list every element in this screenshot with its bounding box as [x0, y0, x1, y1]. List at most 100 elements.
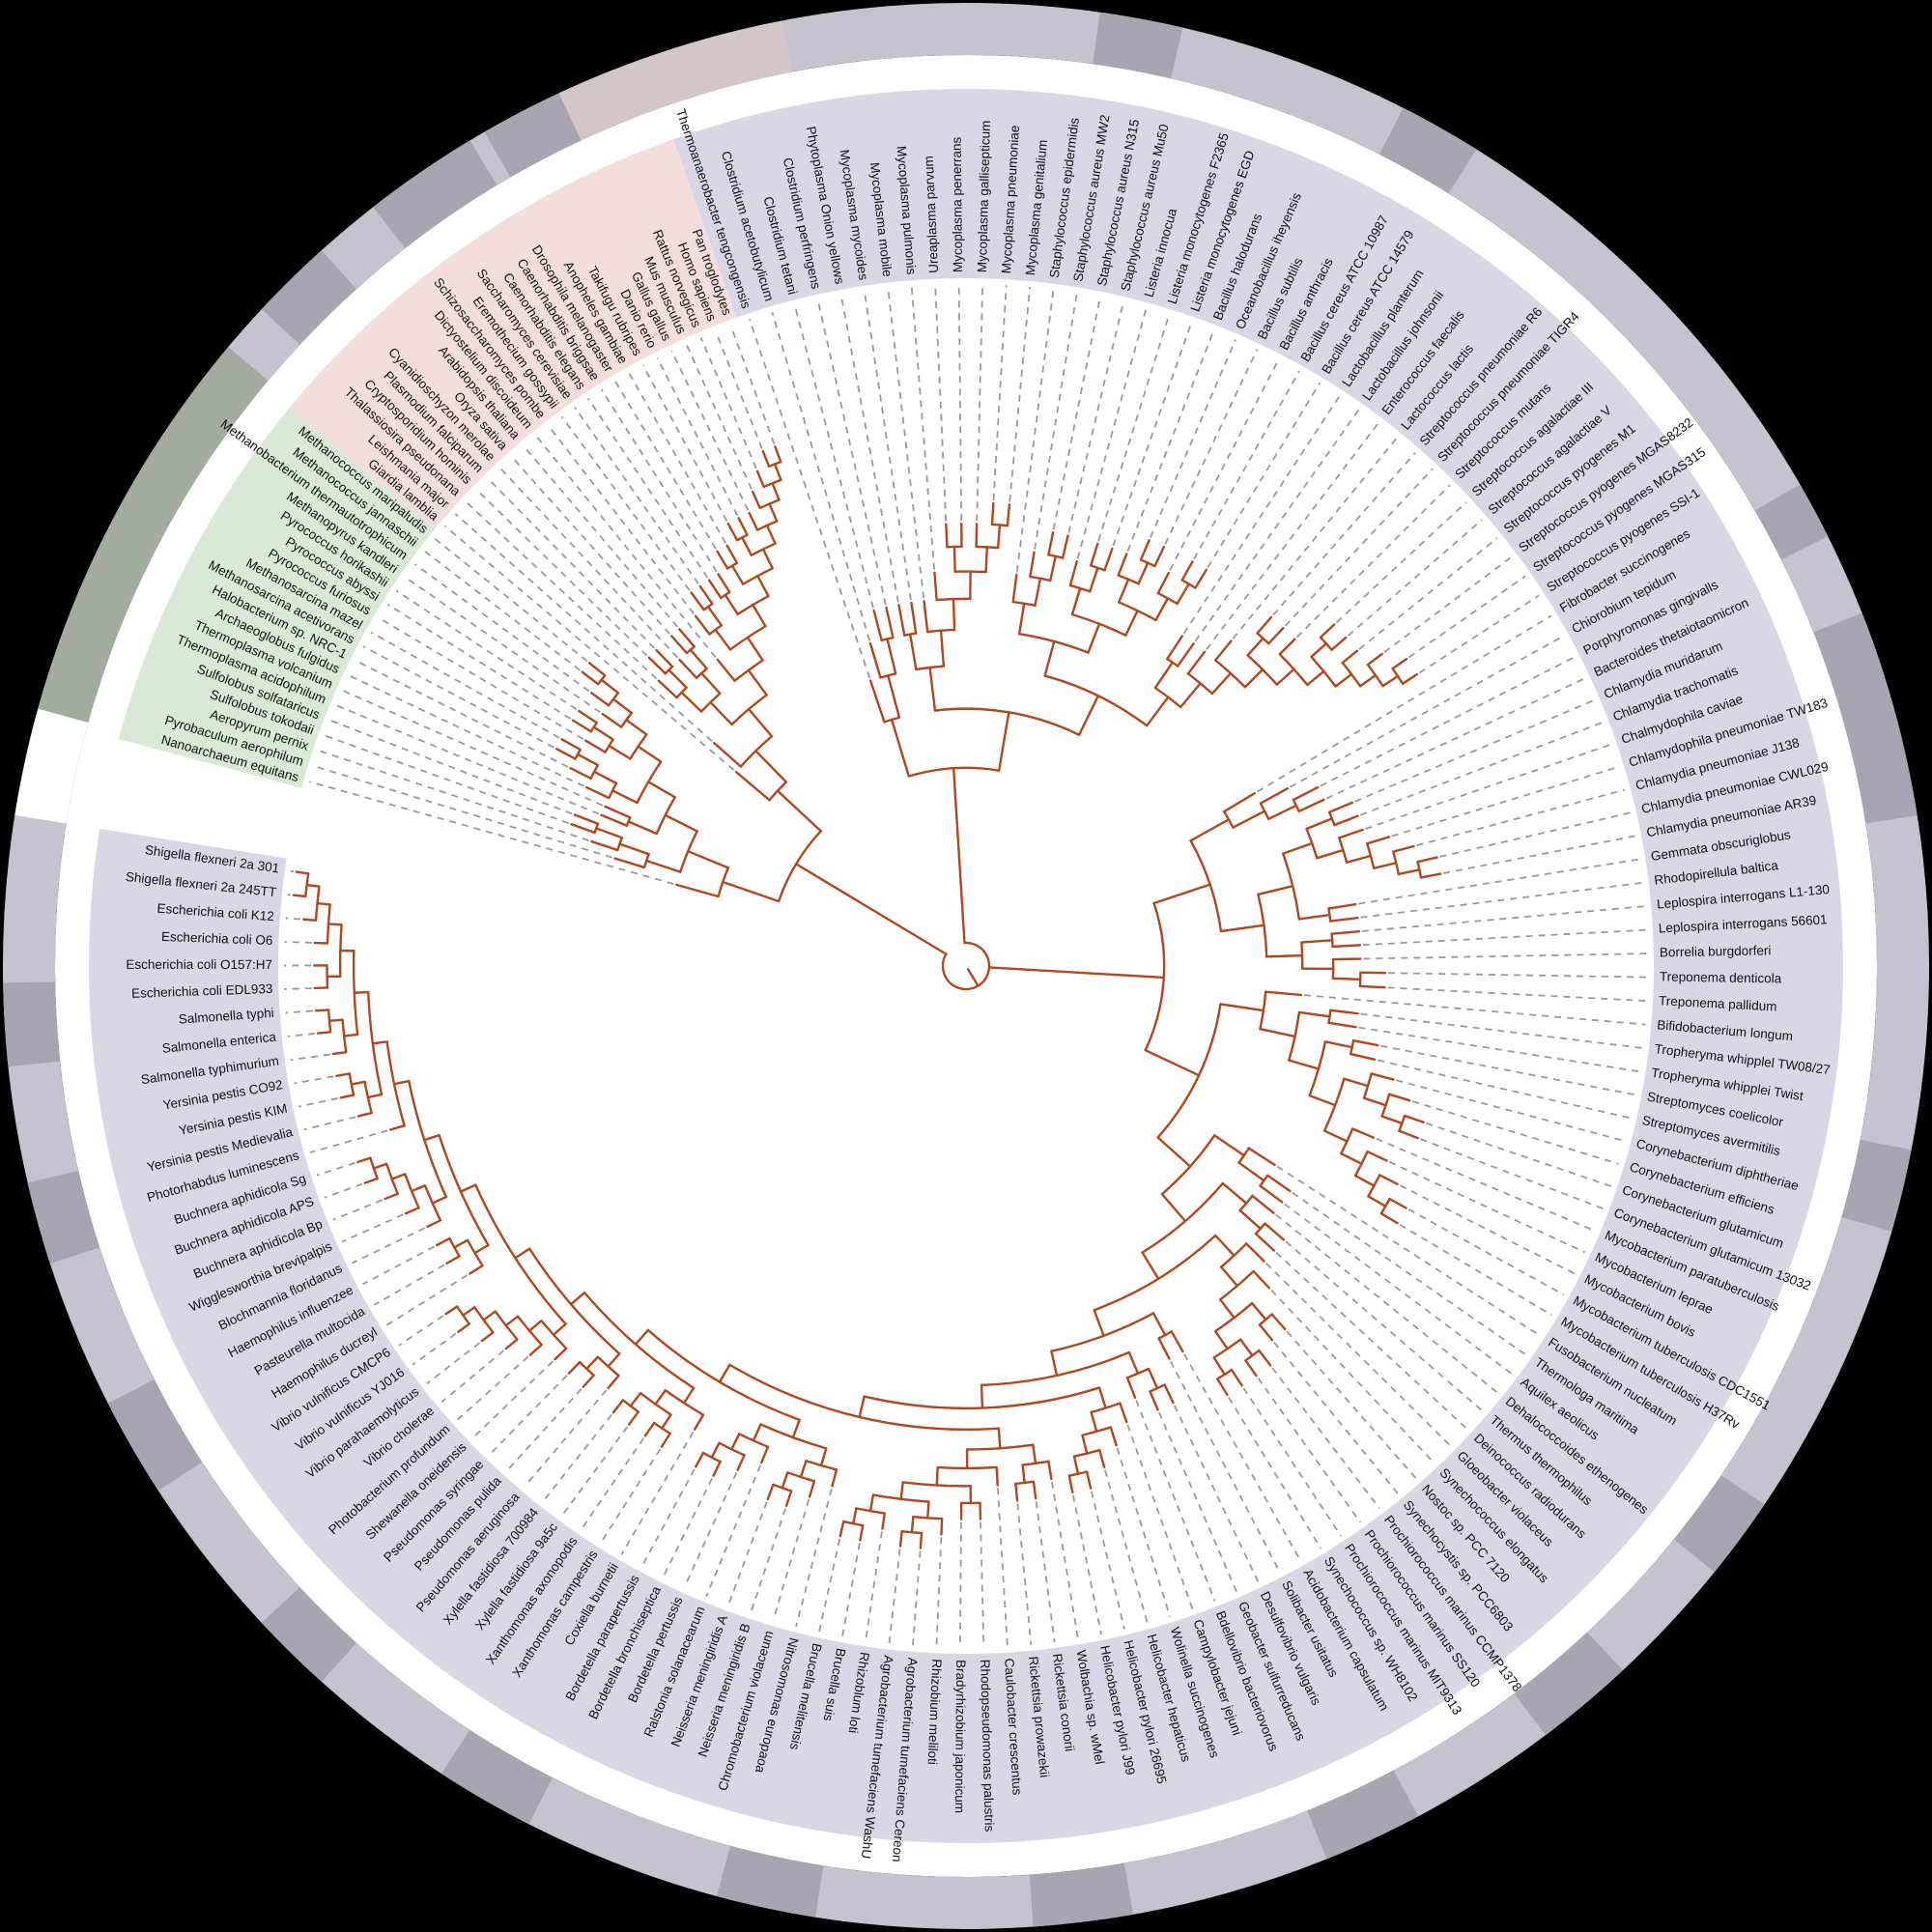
leaf-dash-line — [980, 1521, 985, 1648]
branch-line — [305, 883, 321, 888]
branch-line — [384, 1192, 399, 1201]
leaf-dash-line — [287, 1033, 316, 1037]
leaf-dash-line — [285, 917, 301, 921]
leaf-dash-line — [1388, 1160, 1586, 1254]
branch-line — [473, 1243, 490, 1255]
branch-line — [514, 1247, 531, 1260]
clade-arc — [1043, 674, 1149, 727]
branch-line — [1061, 534, 1069, 559]
branch-line — [1252, 1269, 1271, 1290]
leaf-dash-line — [1289, 635, 1564, 788]
branch-line — [868, 641, 882, 679]
leaf-dash-line — [1358, 537, 1498, 650]
branch-line — [444, 1305, 459, 1316]
leaf-dash-line — [750, 1508, 786, 1614]
branch-line — [1090, 542, 1099, 567]
leaf-dash-line — [398, 1315, 444, 1347]
branch-line — [1373, 862, 1398, 869]
clade-arc — [646, 1328, 801, 1422]
leaf-label: Rhodopseudomonas palustris — [978, 1660, 997, 1833]
branch-line — [722, 880, 781, 903]
branch-line — [1221, 1181, 1248, 1205]
branch-line — [371, 1040, 388, 1045]
branch-line — [1156, 1136, 1192, 1168]
branch-line — [1267, 804, 1298, 820]
branch-line — [1327, 801, 1354, 814]
branch-line — [1366, 836, 1391, 845]
clade-arc — [1330, 932, 1334, 949]
branch-line — [1258, 1349, 1272, 1367]
branch-line — [751, 490, 761, 510]
sector-eukaryota — [289, 139, 737, 529]
branch-line — [1049, 554, 1057, 582]
leaf-dash-line — [1257, 1378, 1361, 1523]
clade-arc — [338, 923, 343, 978]
leaf-dash-line — [640, 1468, 696, 1567]
branch-line — [625, 719, 648, 736]
branch-line — [781, 1471, 789, 1490]
branch-line — [774, 445, 782, 464]
branch-line — [730, 564, 745, 585]
branch-line — [1259, 1184, 1284, 1204]
branch-line — [1238, 1208, 1262, 1231]
branch-line — [1119, 1402, 1128, 1424]
branch-line — [700, 671, 722, 696]
branch-line — [1319, 623, 1336, 639]
branch-line — [628, 1410, 639, 1426]
branch-line — [1333, 814, 1359, 827]
branch-line — [1327, 902, 1357, 910]
branch-line — [356, 1111, 373, 1118]
leaf-dash-line — [523, 445, 679, 628]
branch-line — [695, 1451, 705, 1468]
leaf-dash-line — [341, 1213, 404, 1243]
leaf-dash-line — [1126, 329, 1215, 552]
branch-line — [939, 629, 946, 668]
leaf-label: Treponema pallidum — [1659, 993, 1777, 1013]
leaf-dash-line — [864, 291, 912, 601]
leaf-dash-line — [600, 388, 718, 573]
leaf-dash-line — [992, 285, 1008, 501]
branch-line — [1166, 635, 1184, 661]
branch-line — [327, 1018, 344, 1023]
branch-line — [1141, 1251, 1160, 1280]
leaf-dash-line — [316, 1161, 355, 1177]
branch-line — [987, 966, 1165, 980]
branch-line — [600, 678, 620, 695]
ring-segment — [38, 347, 269, 723]
branch-line — [887, 674, 901, 719]
leaf-dash-line — [683, 1472, 738, 1588]
leaf-dash-line — [959, 1521, 962, 1648]
branch-line — [426, 1219, 442, 1229]
leaf-dash-line — [910, 286, 936, 570]
leaf-dash-line — [1388, 972, 1648, 979]
leaf-dash-line — [715, 330, 763, 449]
leaf-dash-line — [476, 490, 648, 657]
branch-line — [1127, 1350, 1140, 1375]
leaf-dash-line — [309, 781, 674, 885]
leaf-dash-line — [587, 397, 709, 579]
leaf-dash-line — [355, 660, 569, 768]
branch-line — [645, 859, 682, 873]
branch-line — [1218, 1298, 1236, 1320]
branch-line — [752, 603, 767, 628]
branch-line — [1194, 568, 1208, 589]
leaf-dash-line — [1182, 394, 1341, 635]
branch-line — [755, 469, 765, 489]
leaf-dash-line — [362, 645, 554, 749]
branch-line — [952, 767, 966, 945]
branch-line — [945, 523, 949, 549]
branch-line — [984, 546, 989, 574]
leaf-dash-line — [1292, 1191, 1527, 1356]
branch-line — [327, 923, 343, 926]
branch-line — [1029, 551, 1036, 579]
branch-line — [611, 789, 639, 805]
branch-line — [571, 719, 592, 733]
branch-line — [926, 1500, 930, 1520]
leaf-dash-line — [1051, 1481, 1079, 1639]
leaf-dash-line — [1284, 1203, 1514, 1376]
branch-line — [646, 781, 676, 799]
leaf-dash-line — [1416, 788, 1626, 847]
branch-line — [724, 593, 739, 615]
branch-line — [314, 1009, 330, 1012]
branch-line — [1379, 1212, 1399, 1225]
